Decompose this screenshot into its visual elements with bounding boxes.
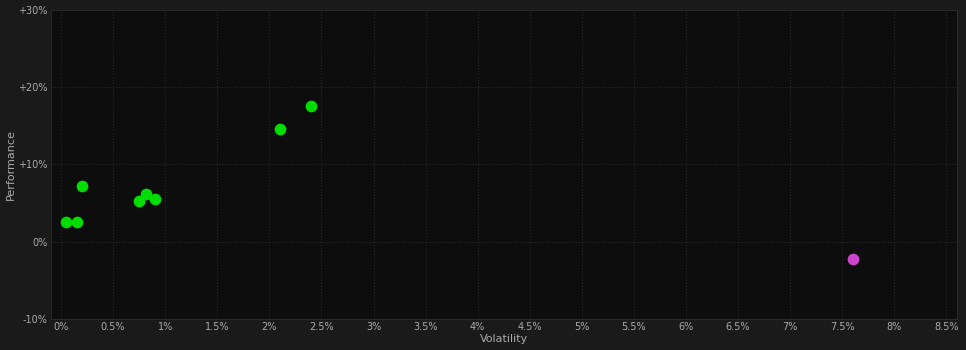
X-axis label: Volatility: Volatility [479,335,527,344]
Point [845,256,861,261]
Point [69,219,84,225]
Point [59,219,74,225]
Point [303,103,319,109]
Point [147,196,162,202]
Point [131,198,147,204]
Point [139,191,155,196]
Y-axis label: Performance: Performance [6,129,15,200]
Point [272,127,288,132]
Point [74,183,90,189]
